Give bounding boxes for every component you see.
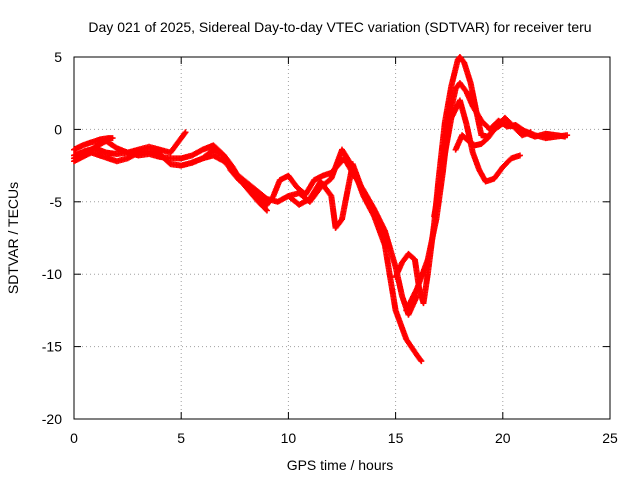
data-point: [516, 152, 523, 159]
y-tick-label: -5: [50, 194, 63, 210]
data-point: [181, 130, 188, 137]
series-trace-7: [392, 54, 568, 307]
data-point: [109, 135, 116, 142]
x-tick-label: 15: [388, 430, 404, 446]
data-point: [564, 132, 571, 139]
y-tick-label: -20: [42, 411, 62, 427]
y-tick-label: 0: [54, 121, 62, 137]
y-tick-label: 5: [54, 49, 62, 65]
y-tick-label: -15: [42, 339, 62, 355]
x-tick-label: 10: [281, 430, 297, 446]
data-point: [182, 129, 189, 136]
series-trace-9: [431, 97, 523, 220]
x-tick-labels: 0 5 10 15 20 25: [70, 430, 618, 446]
series-layer: [71, 54, 571, 365]
series-trace-5: [188, 146, 270, 214]
series-trace-6: [285, 161, 365, 231]
plot-area: [73, 56, 611, 420]
ticks: [73, 56, 611, 420]
data-point: [263, 207, 270, 214]
data-point: [418, 358, 425, 365]
x-tick-label: 20: [495, 430, 511, 446]
y-tick-labels: 5 0 -5 -10 -15 -20: [42, 49, 62, 427]
data-point: [262, 206, 269, 213]
series-trace-2: [71, 146, 425, 365]
x-tick-label: 25: [602, 430, 618, 446]
series-trace-1: [71, 142, 421, 318]
data-point: [358, 184, 365, 191]
series-trace-4: [71, 135, 116, 153]
chart-title: Day 021 of 2025, Sidereal Day-to-day VTE…: [88, 19, 591, 35]
series-trace-3: [71, 129, 189, 162]
y-tick-label: -10: [42, 266, 62, 282]
data-point: [527, 129, 534, 136]
y-axis-label: SDTVAR / TECUs: [5, 182, 21, 294]
series-trace-10: [452, 114, 534, 153]
x-tick-label: 5: [177, 430, 185, 446]
x-tick-label: 0: [70, 430, 78, 446]
data-point: [417, 356, 424, 363]
gridlines: [74, 57, 610, 419]
x-axis-label: GPS time / hours: [287, 457, 394, 473]
